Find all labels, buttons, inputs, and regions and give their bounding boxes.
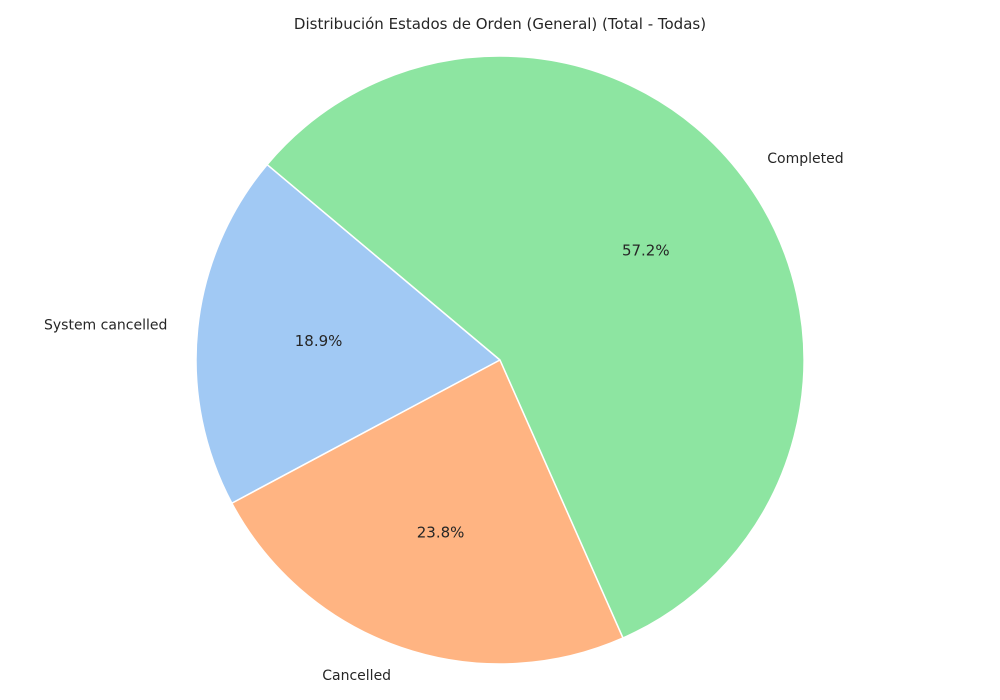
chart-title: Distribución Estados de Orden (General) … bbox=[293, 15, 707, 33]
pct-label-completed: 57.2% bbox=[622, 241, 670, 259]
pie-slice-cancelled bbox=[231, 359, 624, 665]
pie-slice-completed bbox=[266, 55, 805, 639]
slice-label-completed: Completed bbox=[767, 151, 843, 167]
slices-layer bbox=[195, 55, 805, 665]
slice-label-system-cancelled: System cancelled bbox=[44, 317, 167, 333]
labels-layer: 18.9% System cancelled 23.8% Cancelled 57.2%… bbox=[44, 151, 844, 684]
pie-slice-system-cancelled bbox=[195, 163, 501, 504]
slice-label-cancelled: Cancelled bbox=[322, 668, 391, 684]
pct-label-cancelled: 23.8% bbox=[417, 523, 465, 541]
pct-label-system-cancelled: 18.9% bbox=[295, 332, 343, 350]
